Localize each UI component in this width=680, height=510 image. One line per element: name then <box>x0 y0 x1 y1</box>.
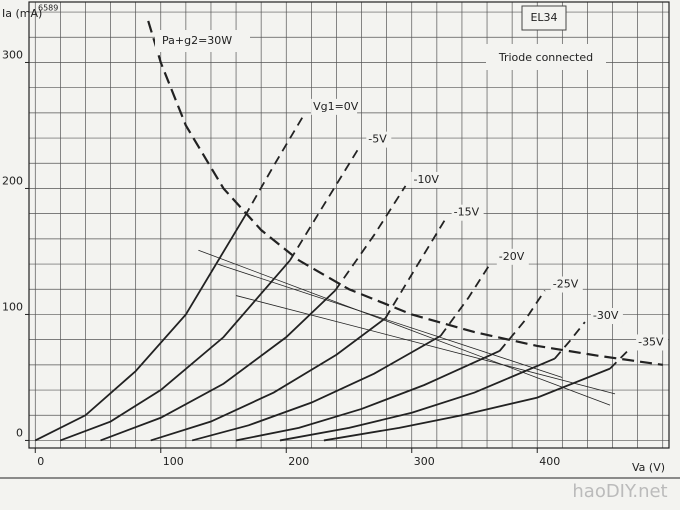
chart-subtitle: Triode connected <box>498 51 593 64</box>
curve-label-box <box>451 204 484 221</box>
characteristic-curve <box>235 350 500 442</box>
load-line <box>198 249 611 406</box>
characteristic-curve-extension <box>498 290 546 352</box>
curve-label-box <box>411 171 444 188</box>
y-tick-label: 300 <box>2 48 23 61</box>
characteristic-curve-extension <box>289 145 362 261</box>
characteristic-curve-extension <box>439 262 492 337</box>
curve-label-box <box>496 248 529 265</box>
load-line <box>217 263 563 378</box>
subtitle-box <box>486 44 606 70</box>
curve-label-box <box>366 131 392 148</box>
characteristic-curve <box>323 367 611 442</box>
power-label-box <box>155 30 250 52</box>
curve-label: -15V <box>454 206 480 219</box>
characteristic-curve <box>34 215 246 442</box>
characteristic-curve <box>279 357 556 442</box>
x-tick-label: 0 <box>37 455 44 468</box>
characteristic-curve <box>191 335 442 442</box>
chart-title: EL34 <box>530 11 557 24</box>
curve-label-box <box>590 308 623 325</box>
title-box <box>521 5 567 31</box>
curve-label: -10V <box>413 173 439 186</box>
y-tick-label: 200 <box>2 174 23 187</box>
x-tick-label: 200 <box>288 455 309 468</box>
power-curve-label: Pa+g2=30W <box>162 34 232 47</box>
characteristic-curve <box>150 317 386 442</box>
curve-label: -5V <box>368 133 387 146</box>
x-tick-label: 300 <box>414 455 435 468</box>
x-tick-label: 400 <box>539 455 560 468</box>
curve-label: -30V <box>593 309 619 322</box>
curve-label: -25V <box>553 278 579 291</box>
x-tick-label: 100 <box>163 455 184 468</box>
figure-code: 6589 <box>38 4 58 13</box>
characteristic-curve-extension <box>554 321 586 360</box>
characteristic-curve <box>100 289 336 442</box>
curve-label-box <box>550 276 583 293</box>
curve-label: -35V <box>638 335 664 348</box>
curve-label-box <box>636 334 669 351</box>
characteristic-curve <box>60 259 291 442</box>
power-curve <box>147 20 663 366</box>
watermark: haoDIY.net <box>572 481 667 502</box>
curve-label-box <box>311 98 358 115</box>
characteristic-curve-extension <box>384 218 447 319</box>
characteristic-curve-extension <box>244 112 306 217</box>
characteristic-curve-extension <box>334 185 407 292</box>
x-axis-label: Va (V) <box>632 461 665 474</box>
plot-frame <box>28 1 670 449</box>
y-tick-label: 100 <box>2 300 23 313</box>
curve-label: Vg1=0V <box>313 100 359 113</box>
y-tick-label: 0 <box>16 426 23 439</box>
characteristic-curve-extension <box>609 347 631 370</box>
curve-label: -20V <box>499 250 525 263</box>
y-axis-label: Ia (mA) <box>2 7 42 20</box>
